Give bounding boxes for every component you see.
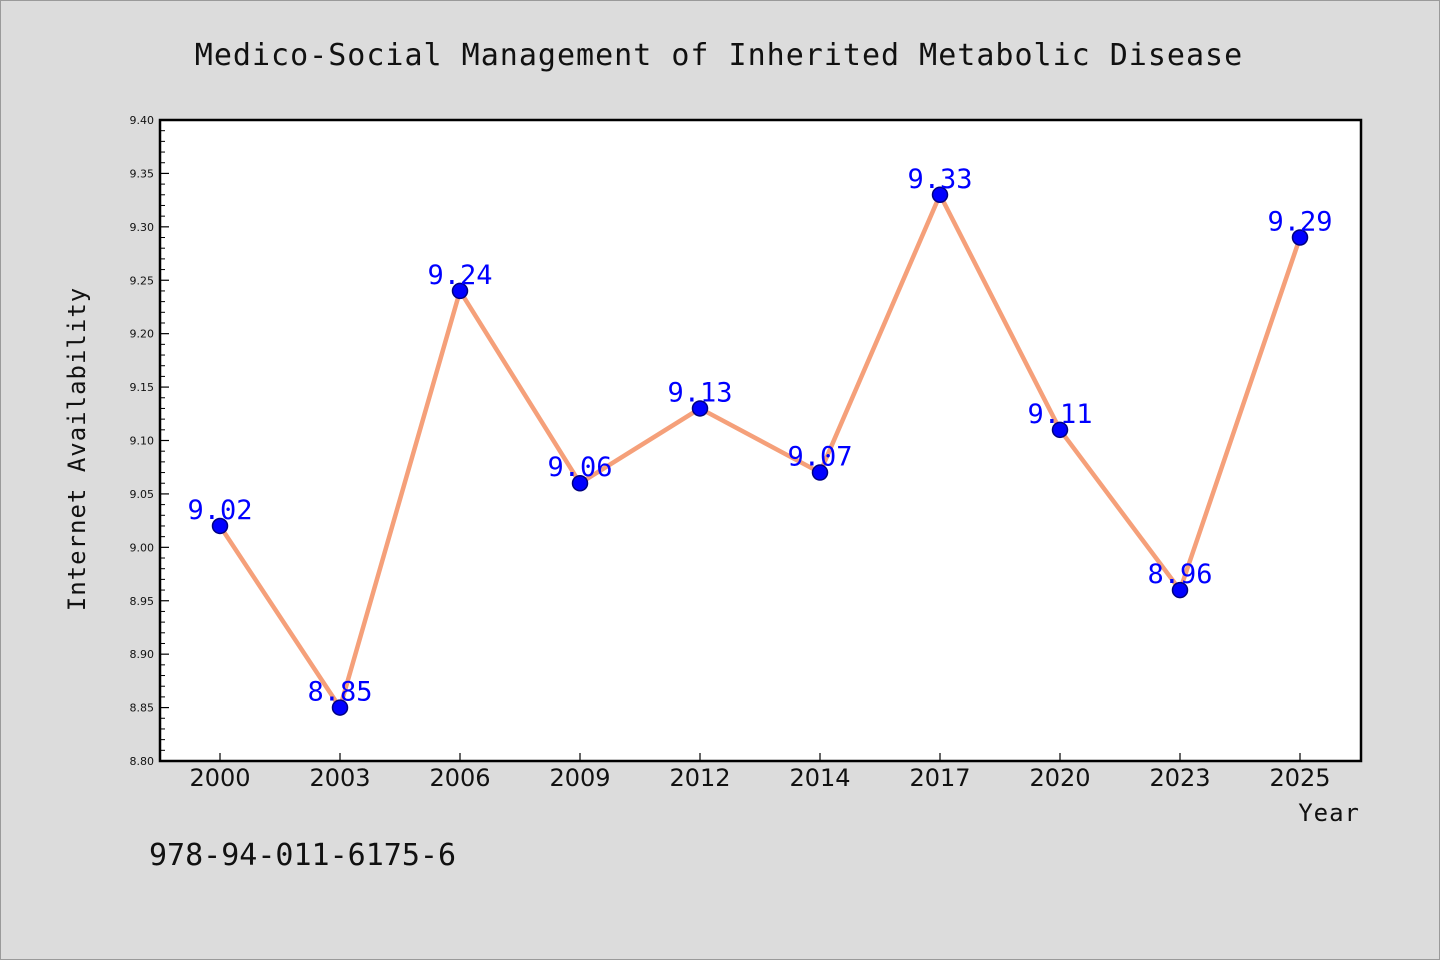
x-tick-label: 2003 bbox=[309, 764, 370, 792]
y-tick-label: 9.30 bbox=[130, 221, 155, 234]
x-axis: 2000 2003 2006 2009 2012 2014 2017 2020 2023 2025 bbox=[189, 753, 1331, 792]
y-axis-label: Internet Availability bbox=[63, 287, 91, 611]
x-tick-label: 2017 bbox=[909, 764, 970, 792]
data-series: 9.02 8.85 9.24 9.06 9.13 9.07 9.33 9.11 8.96 9.29 bbox=[187, 164, 1333, 716]
y-tick-label: 9.40 bbox=[130, 114, 155, 127]
y-tick-label: 9.10 bbox=[130, 435, 155, 448]
y-tick-label: 9.05 bbox=[130, 488, 155, 501]
data-label: 9.33 bbox=[907, 164, 972, 195]
y-axis: 8.80 8.85 8.90 8.95 9.00 9.05 9.10 9.15 9.20 9.25… bbox=[130, 114, 169, 768]
data-point bbox=[811, 464, 829, 481]
data-point bbox=[1291, 229, 1309, 246]
data-label: 9.24 bbox=[427, 260, 492, 291]
y-tick-label: 8.80 bbox=[130, 755, 155, 768]
data-point bbox=[211, 517, 229, 535]
y-tick-label: 8.85 bbox=[130, 702, 155, 715]
data-label: 9.29 bbox=[1267, 207, 1332, 238]
data-point bbox=[451, 282, 469, 300]
x-tick-label: 2025 bbox=[1269, 764, 1330, 792]
series-line bbox=[217, 192, 1303, 710]
data-label: 8.85 bbox=[307, 677, 372, 708]
y-tick-label: 8.90 bbox=[130, 648, 155, 661]
y-tick-label: 9.25 bbox=[130, 274, 155, 287]
x-tick-label: 2009 bbox=[549, 764, 610, 792]
y-tick-label: 8.95 bbox=[130, 595, 155, 608]
chart-title: Medico-Social Management of Inherited Me… bbox=[195, 38, 1243, 73]
data-point bbox=[1171, 581, 1189, 599]
x-tick-label: 2023 bbox=[1149, 764, 1210, 792]
y-tick-label: 9.35 bbox=[130, 167, 155, 180]
data-point bbox=[571, 474, 589, 492]
x-tick-label: 2020 bbox=[1029, 764, 1090, 792]
y-tick-label: 9.00 bbox=[130, 541, 155, 554]
data-label: 9.02 bbox=[187, 495, 252, 526]
data-point bbox=[1051, 421, 1069, 439]
x-tick-label: 2006 bbox=[429, 764, 490, 792]
data-point bbox=[331, 699, 349, 716]
data-point bbox=[931, 186, 949, 204]
x-axis-label: Year bbox=[1298, 799, 1360, 827]
data-point bbox=[691, 400, 709, 417]
x-tick-label: 2012 bbox=[669, 764, 730, 792]
data-label: 9.06 bbox=[547, 452, 612, 483]
y-tick-label: 9.20 bbox=[130, 328, 155, 341]
data-label: 9.07 bbox=[787, 442, 852, 473]
data-label: 9.13 bbox=[667, 377, 732, 408]
y-tick-label: 9.15 bbox=[130, 381, 155, 394]
x-tick-label: 2000 bbox=[189, 764, 250, 792]
data-label: 9.11 bbox=[1027, 399, 1092, 430]
x-tick-label: 2014 bbox=[789, 764, 850, 792]
footer-code: 978-94-011-6175-6 bbox=[149, 838, 456, 873]
data-label: 8.96 bbox=[1147, 559, 1212, 590]
